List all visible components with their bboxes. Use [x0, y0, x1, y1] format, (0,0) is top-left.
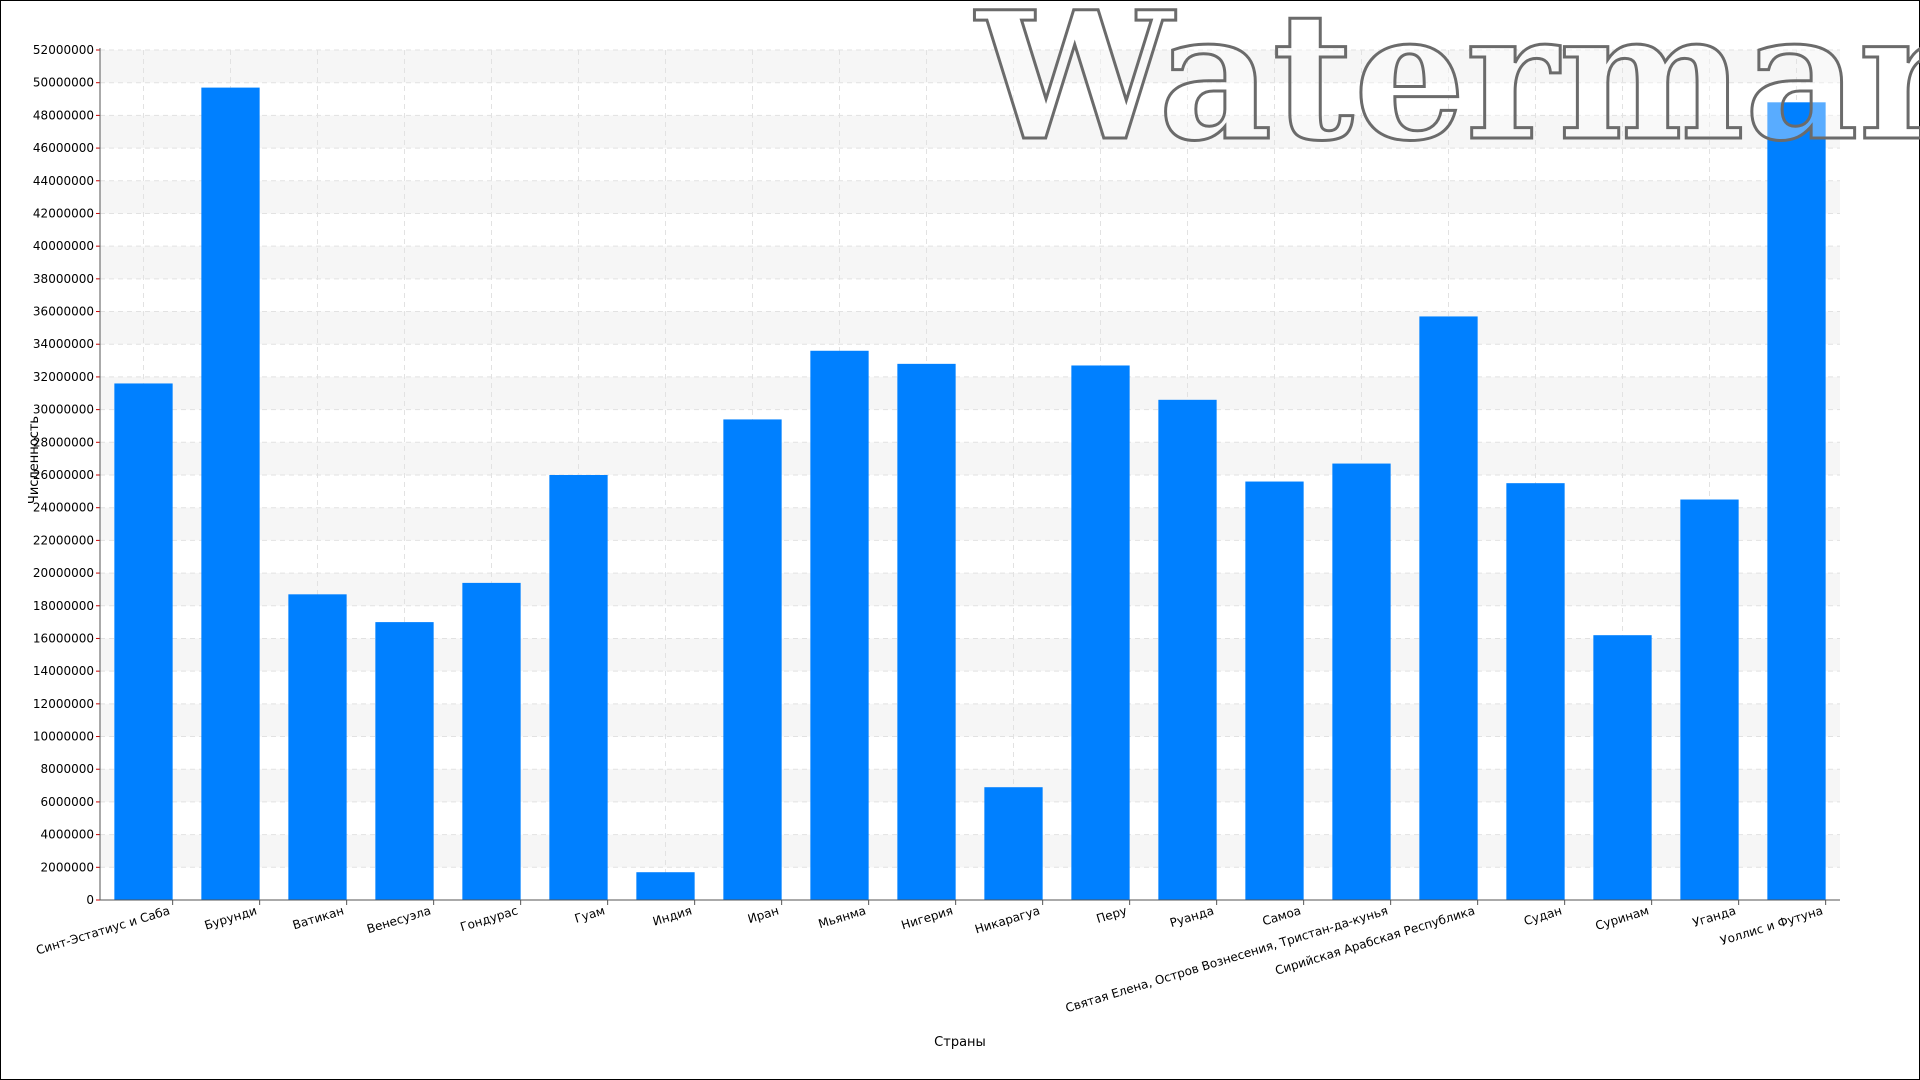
x-tick-label: Руанда	[1168, 903, 1215, 930]
y-tick-label: 30000000	[33, 403, 94, 417]
y-tick-label: 12000000	[33, 697, 94, 711]
bar	[636, 872, 695, 900]
grid-band	[100, 573, 1840, 606]
y-tick-label: 20000000	[33, 566, 94, 580]
grid-band	[100, 769, 1840, 802]
axes	[96, 48, 1840, 905]
x-tick-label: Никарагуа	[973, 903, 1041, 936]
y-tick-label: 38000000	[33, 272, 94, 286]
y-tick-label: 2000000	[41, 860, 94, 874]
y-tick-label: 48000000	[33, 108, 94, 122]
grid-band	[100, 311, 1840, 345]
y-tick-label: 18000000	[33, 599, 94, 613]
y-tick-label: 8000000	[41, 762, 94, 776]
x-tick-label: Перу	[1095, 903, 1129, 925]
bar	[1593, 635, 1652, 900]
watermark: Watermark	[974, 0, 1920, 180]
bar	[984, 787, 1043, 900]
bar	[201, 87, 260, 901]
x-tick-label: Нигерия	[900, 903, 955, 932]
y-tick-label: 28000000	[33, 435, 94, 449]
x-tick-label: Гуам	[573, 903, 607, 925]
y-tick-label: 26000000	[33, 468, 94, 482]
x-tick-label: Самоа	[1261, 903, 1303, 928]
y-tick-label: 10000000	[33, 730, 94, 744]
grid-band	[100, 180, 1840, 214]
y-tick-label: 42000000	[33, 206, 94, 220]
y-tick-label: 44000000	[33, 174, 94, 188]
y-tick-label: 32000000	[33, 370, 94, 384]
bar	[1332, 463, 1391, 900]
y-tick-label: 14000000	[33, 664, 94, 678]
y-tick-label: 24000000	[33, 501, 94, 515]
x-tick-label: Бурунди	[203, 903, 259, 932]
bar	[375, 622, 434, 900]
bar	[1071, 365, 1130, 900]
bar	[897, 363, 956, 900]
y-tick-label: 52000000	[33, 43, 94, 57]
y-tick-label: 4000000	[41, 828, 94, 842]
x-tick-label: Иран	[746, 903, 781, 926]
x-tick-label: Гондурас	[459, 903, 520, 934]
grid-band	[100, 638, 1840, 672]
y-tick-label: 6000000	[41, 795, 94, 809]
bar	[549, 475, 608, 900]
bar	[288, 594, 347, 900]
bar	[1245, 481, 1304, 900]
grid-band	[100, 376, 1840, 410]
y-tick-label: 50000000	[33, 76, 94, 90]
y-tick-label: 46000000	[33, 141, 94, 155]
x-tick-label: Ватикан	[291, 903, 346, 932]
grid-band	[100, 507, 1840, 541]
grid-band	[100, 703, 1840, 737]
x-tick-label: Уганда	[1691, 903, 1738, 929]
bar	[1506, 483, 1565, 900]
x-tick-label: Мьянма	[817, 903, 868, 931]
x-axis-label: Страны	[934, 1035, 986, 1050]
bar	[1158, 399, 1217, 900]
bar	[1419, 316, 1478, 900]
y-tick-label: 36000000	[33, 305, 94, 319]
grid-band	[100, 442, 1840, 475]
y-tick-label: 34000000	[33, 337, 94, 351]
grid-band	[100, 115, 1840, 149]
grid-band	[100, 246, 1840, 279]
bar	[462, 582, 521, 900]
bar	[723, 419, 782, 900]
y-tick-label: 40000000	[33, 239, 94, 253]
x-tick-label: Суринам	[1594, 903, 1651, 933]
x-tick-label: Венесуэла	[365, 903, 432, 936]
y-tick-label: 0	[86, 893, 94, 907]
bar	[810, 350, 869, 900]
x-tick-label: Индия	[651, 903, 693, 928]
x-tick-label: Судан	[1522, 903, 1563, 928]
bar	[114, 383, 173, 900]
x-tick-labels: Синт-Эстатиус и Саба Бурунди Ватикан Венесу…	[34, 903, 1824, 1015]
bars	[114, 87, 1826, 901]
grid-band	[100, 834, 1840, 868]
y-tick-label: 16000000	[33, 631, 94, 645]
bar	[1767, 102, 1826, 901]
bar	[1680, 499, 1739, 900]
grid-band	[100, 50, 1840, 83]
y-axis-label: Численность	[27, 416, 42, 504]
x-tick-label: Синт-Эстатиус и Саба	[34, 903, 171, 957]
y-tick-labels: 0 2000000 4000000 6000000 8000000 10000000 120…	[33, 43, 94, 907]
y-tick-label: 22000000	[33, 533, 94, 547]
